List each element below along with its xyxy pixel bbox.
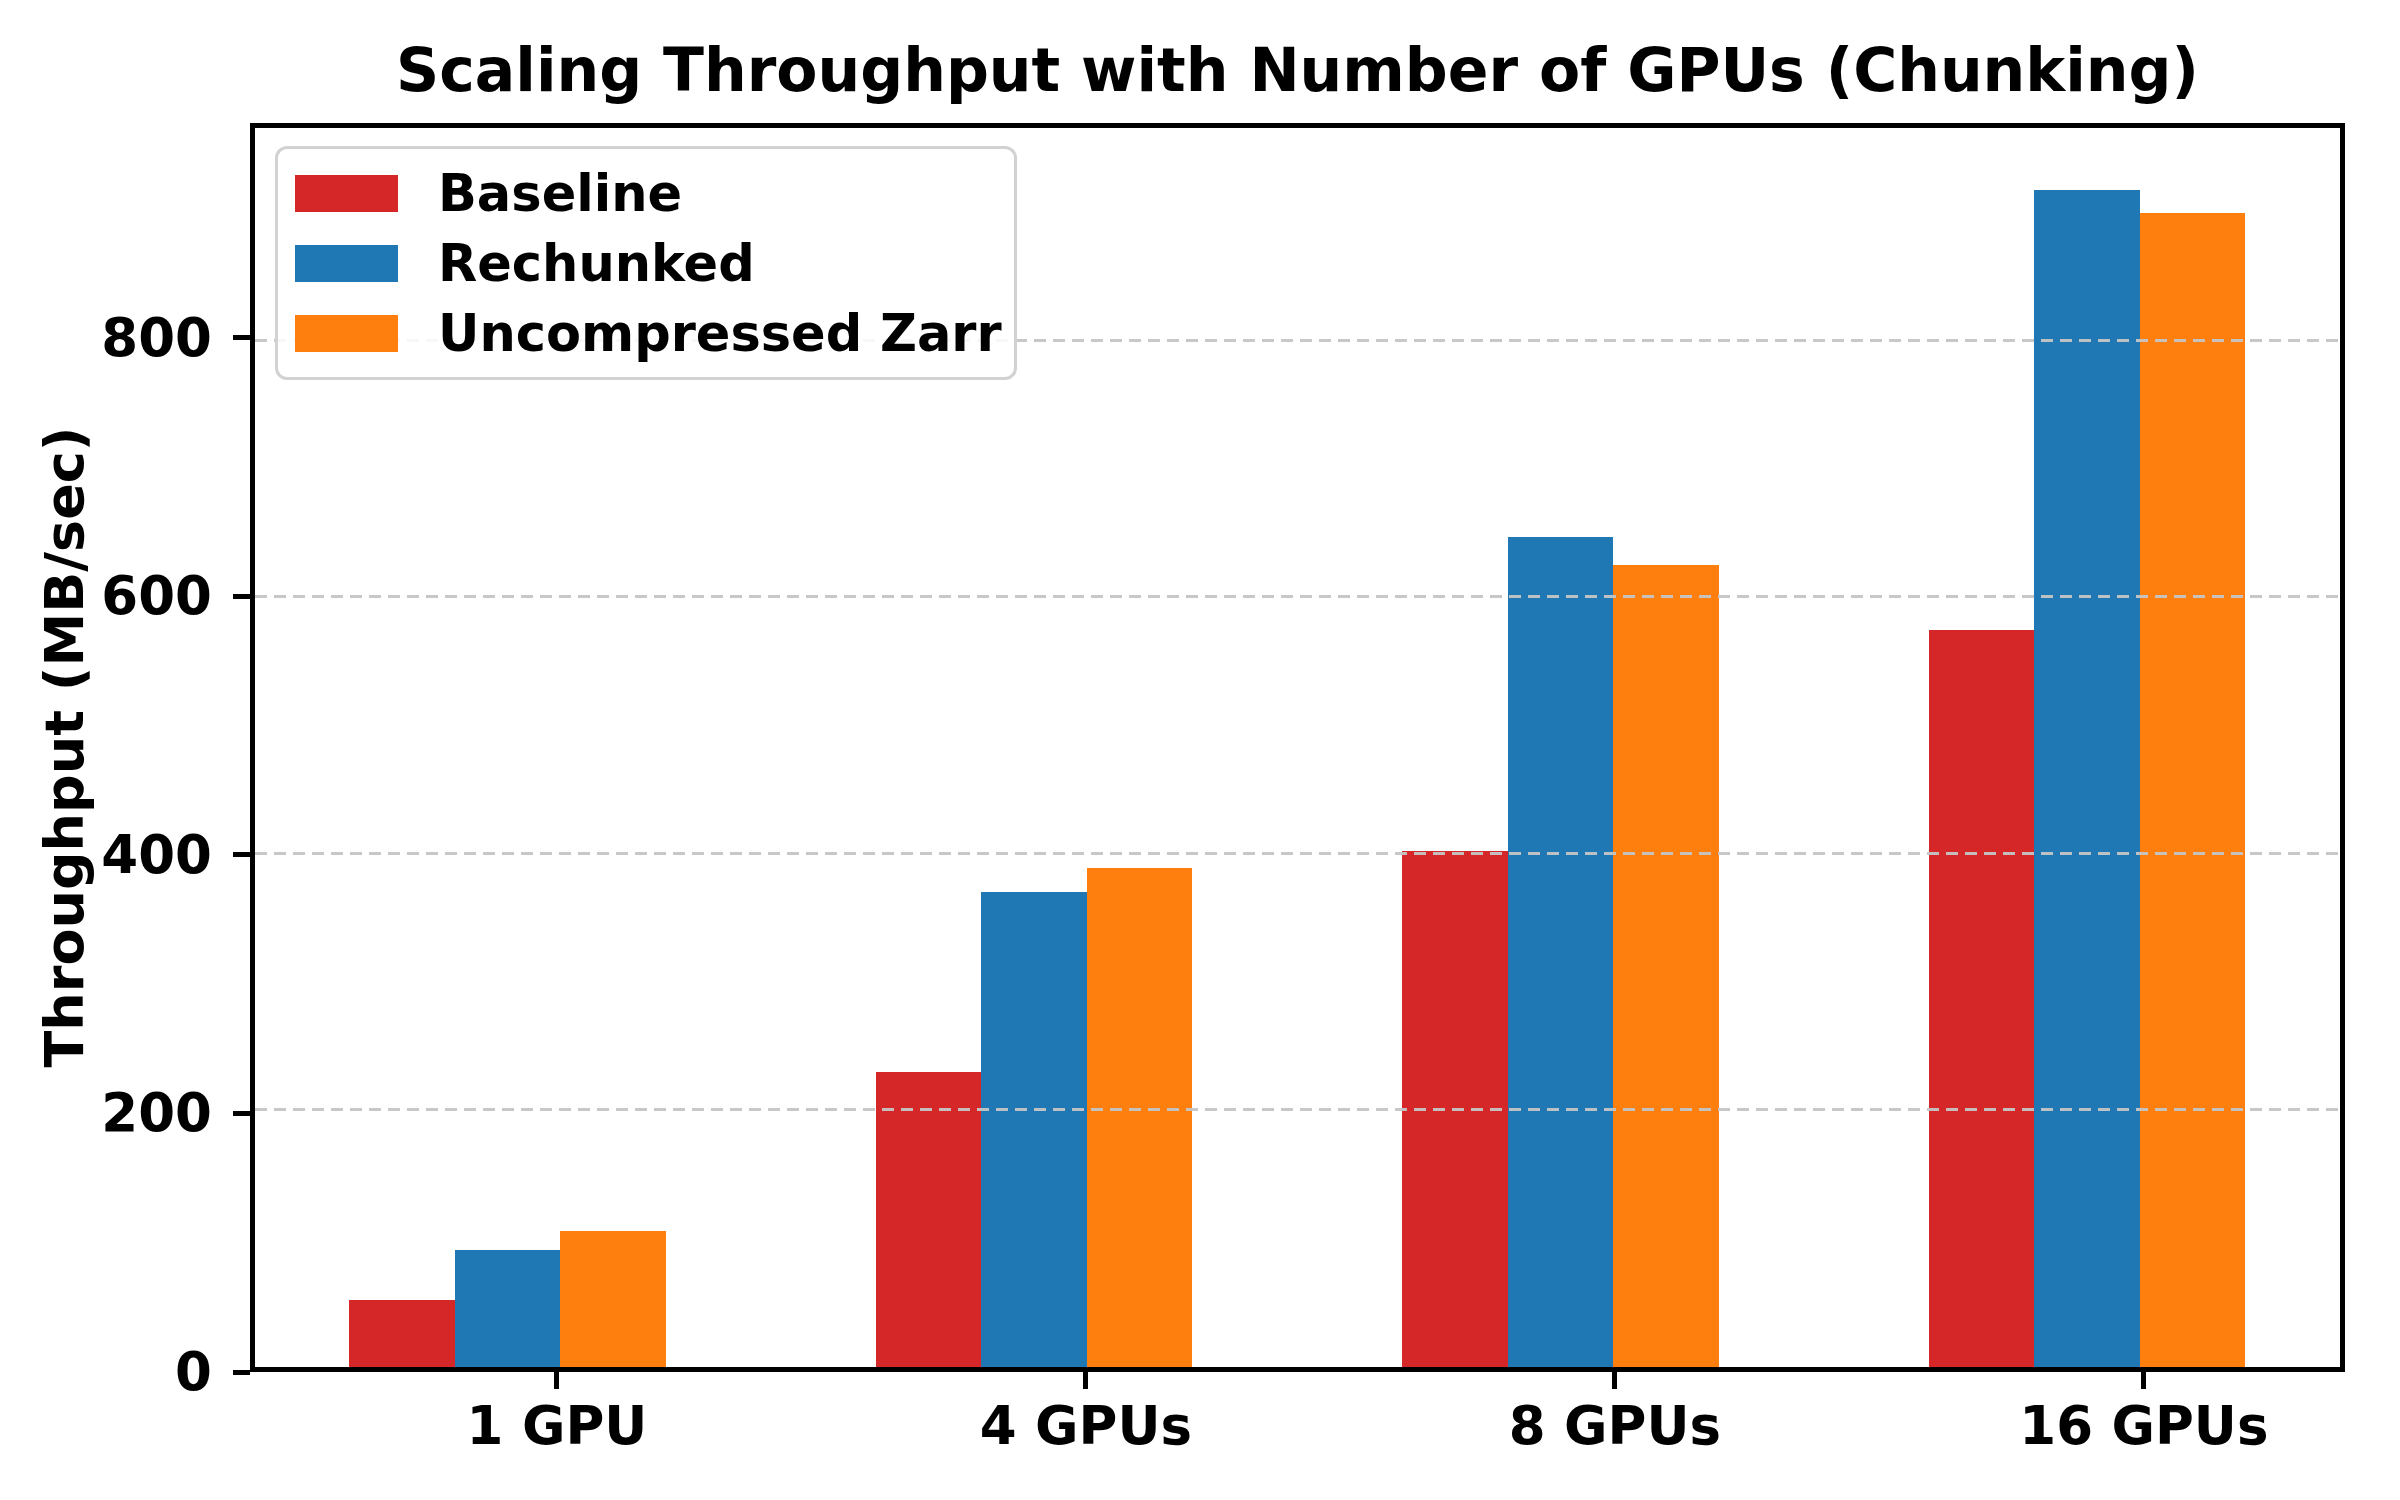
- y-axis-label: Throughput (MB/sec): [33, 426, 96, 1067]
- legend-label: Uncompressed Zarr: [438, 308, 1002, 359]
- legend-item-rechunked: Rechunked: [278, 233, 1014, 293]
- x-tick-mark-4: [2141, 1372, 2146, 1389]
- bar-rechunked-16-gpus: [2034, 190, 2140, 1367]
- y-tick-mark-400: [233, 852, 250, 857]
- bar-rechunked-8-gpus: [1508, 537, 1614, 1367]
- y-tick-label-800: 800: [0, 302, 212, 374]
- x-tick-mark-1: [554, 1372, 559, 1389]
- y-tick-label-600: 600: [0, 560, 212, 632]
- legend-item-uncompressed-zarr: Uncompressed Zarr: [278, 303, 1014, 363]
- plot-area: Baseline Rechunked Uncompressed Zarr: [250, 123, 2345, 1372]
- gridline-y200: [255, 1108, 2340, 1111]
- legend-label: Rechunked: [438, 238, 755, 289]
- chart-title: Scaling Throughput with Number of GPUs (…: [250, 34, 2345, 106]
- y-tick-mark-600: [233, 594, 250, 599]
- y-tick-label-200: 200: [0, 1077, 212, 1149]
- legend-swatch-icon: [295, 245, 398, 282]
- y-tick-mark-200: [233, 1111, 250, 1116]
- x-tick-label-16-gpus: 16 GPUs: [1894, 1390, 2394, 1462]
- legend-item-baseline: Baseline: [278, 163, 1014, 223]
- y-tick-label-0: 0: [0, 1336, 212, 1408]
- x-tick-mark-2: [1083, 1372, 1088, 1389]
- gridline-y400: [255, 852, 2340, 855]
- gridline-y600: [255, 595, 2340, 598]
- legend-swatch-icon: [295, 175, 398, 212]
- x-tick-mark-3: [1612, 1372, 1617, 1389]
- y-tick-mark-800: [233, 335, 250, 340]
- bar-rechunked-4-gpus: [981, 892, 1087, 1367]
- bar-rechunked-1-gpu: [455, 1250, 561, 1367]
- bar-uncompressed-zarr-16-gpus: [2140, 213, 2246, 1367]
- bar-uncompressed-zarr-8-gpus: [1613, 565, 1719, 1367]
- x-tick-label-8-gpus: 8 GPUs: [1365, 1390, 1865, 1462]
- bar-baseline-4-gpus: [876, 1072, 982, 1367]
- plot-inner: Baseline Rechunked Uncompressed Zarr: [255, 128, 2340, 1367]
- x-tick-label-4-gpus: 4 GPUs: [836, 1390, 1336, 1462]
- legend: Baseline Rechunked Uncompressed Zarr: [275, 146, 1017, 380]
- y-tick-mark-0: [233, 1370, 250, 1375]
- bar-uncompressed-zarr-4-gpus: [1087, 868, 1193, 1367]
- bar-uncompressed-zarr-1-gpu: [560, 1231, 666, 1367]
- bar-baseline-16-gpus: [1929, 630, 2035, 1368]
- bar-baseline-1-gpu: [349, 1300, 455, 1367]
- y-tick-label-400: 400: [0, 819, 212, 891]
- x-tick-label-1-gpu: 1 GPU: [307, 1390, 807, 1462]
- legend-label: Baseline: [438, 168, 682, 219]
- legend-swatch-icon: [295, 315, 398, 352]
- chart-figure: Scaling Throughput with Number of GPUs (…: [0, 0, 2400, 1500]
